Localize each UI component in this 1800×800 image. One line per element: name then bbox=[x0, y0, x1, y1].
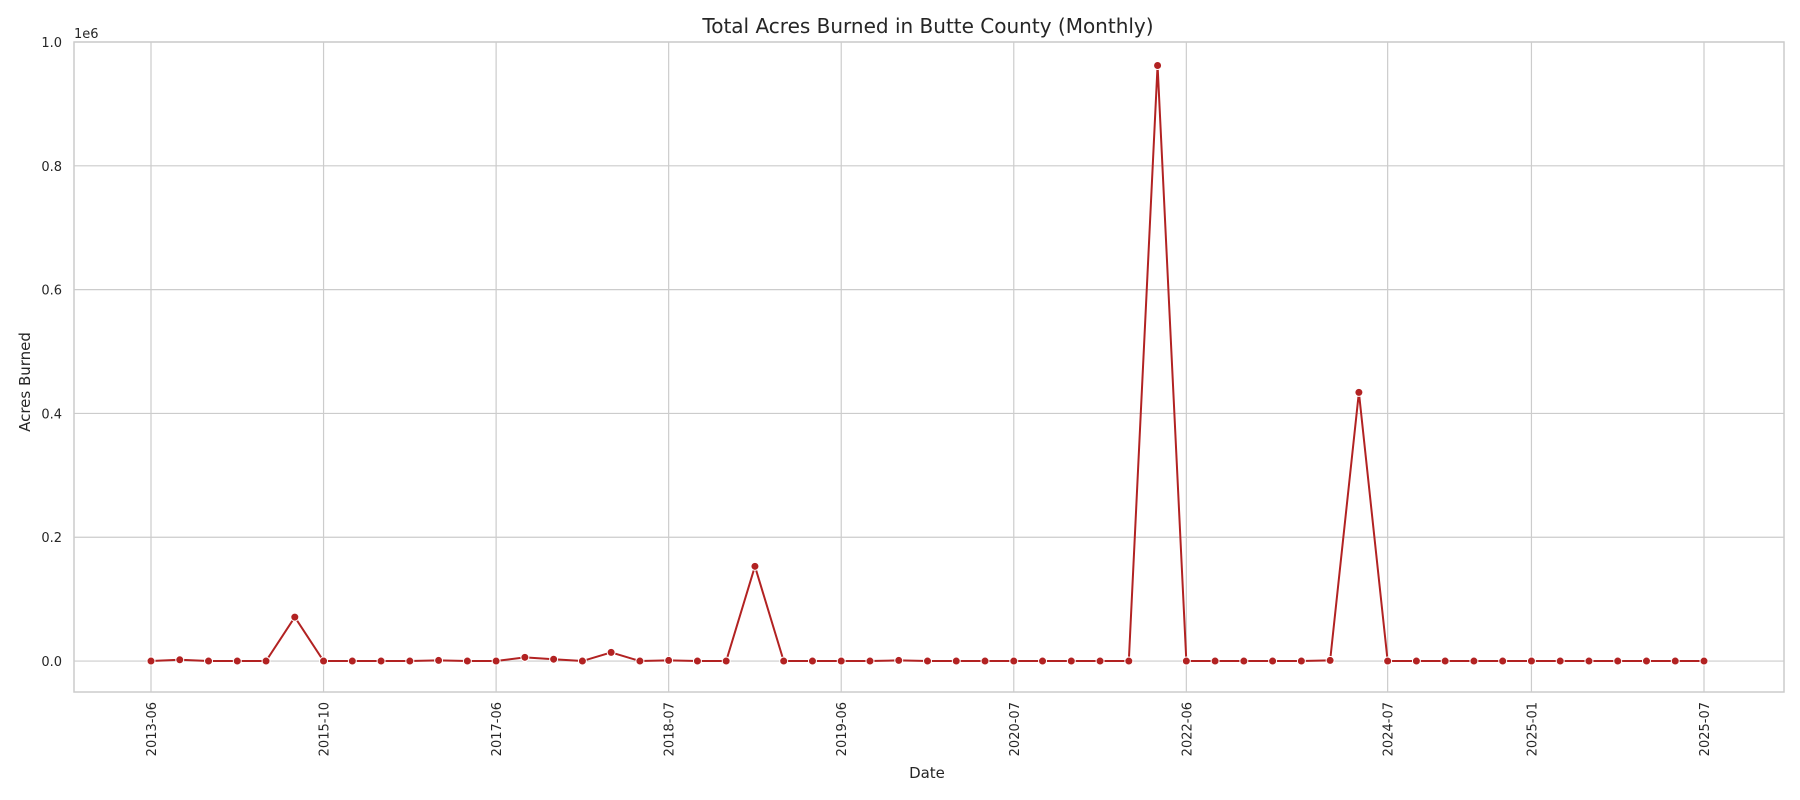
x-tick-label: 2017-06 bbox=[490, 702, 505, 756]
y-tick-label: 1.0 bbox=[41, 36, 62, 51]
x-tick-label: 2022-06 bbox=[1180, 702, 1195, 756]
data-points bbox=[146, 61, 1709, 666]
data-point bbox=[865, 656, 875, 666]
data-point bbox=[462, 656, 472, 666]
data-point bbox=[807, 656, 817, 666]
data-point bbox=[1498, 656, 1508, 666]
x-tick-label: 2013-06 bbox=[145, 702, 160, 756]
y-tick-label: 0.4 bbox=[41, 407, 62, 422]
data-point bbox=[577, 656, 587, 666]
data-point bbox=[1641, 656, 1651, 666]
x-tick-label: 2015-10 bbox=[318, 702, 333, 756]
data-point bbox=[1555, 656, 1565, 666]
data-point bbox=[1038, 656, 1048, 666]
data-point bbox=[635, 656, 645, 666]
data-point bbox=[951, 656, 961, 666]
data-point bbox=[923, 656, 932, 666]
plot-area-frame bbox=[73, 41, 1785, 693]
y-tick-label: 0.0 bbox=[41, 655, 62, 670]
data-point bbox=[606, 647, 616, 657]
data-point bbox=[1526, 656, 1536, 666]
data-point bbox=[980, 656, 990, 666]
data-point bbox=[261, 656, 271, 666]
data-point bbox=[175, 655, 185, 665]
data-point bbox=[894, 655, 904, 665]
x-gridlines bbox=[150, 42, 1705, 692]
data-point bbox=[1440, 656, 1450, 666]
data-point bbox=[1325, 655, 1335, 665]
data-point bbox=[1670, 656, 1680, 666]
y-gridlines bbox=[74, 41, 1784, 662]
data-point bbox=[232, 656, 242, 666]
y-tick-label: 0.8 bbox=[41, 160, 62, 175]
x-tick-labels: 2013-06 2015-10 2017-06 2018-07 2019-06 2020-… bbox=[145, 702, 1713, 756]
x-tick-label: 2024-07 bbox=[1382, 702, 1397, 756]
data-point bbox=[1181, 656, 1191, 666]
data-point bbox=[405, 656, 415, 666]
data-point bbox=[376, 656, 386, 666]
data-point bbox=[1584, 656, 1594, 666]
data-point bbox=[1469, 656, 1479, 666]
data-point bbox=[836, 656, 846, 666]
data-point bbox=[1411, 656, 1421, 666]
x-tick-label: 2025-01 bbox=[1525, 702, 1540, 756]
data-point bbox=[549, 654, 559, 664]
data-point bbox=[664, 655, 674, 665]
data-point bbox=[1699, 656, 1709, 666]
data-point bbox=[1095, 656, 1105, 666]
data-point bbox=[1296, 656, 1306, 666]
data-point bbox=[779, 656, 789, 666]
data-point bbox=[721, 656, 731, 666]
y-tick-label: 0.6 bbox=[41, 284, 62, 299]
data-point bbox=[1124, 656, 1134, 666]
data-point bbox=[1354, 387, 1364, 397]
x-tick-label: 2020-07 bbox=[1008, 702, 1023, 756]
y-tick-labels: 0.0 0.2 0.4 0.6 0.8 1.0 bbox=[41, 36, 62, 670]
data-point bbox=[146, 656, 156, 666]
chart-title: Total Acres Burned in Butte County (Mont… bbox=[701, 14, 1153, 38]
y-multiplier-label: 1e6 bbox=[74, 27, 99, 42]
data-point bbox=[347, 656, 357, 666]
data-point bbox=[1239, 656, 1249, 666]
y-tick-label: 0.2 bbox=[41, 531, 62, 546]
data-point bbox=[520, 652, 530, 662]
data-point bbox=[692, 656, 702, 666]
data-point bbox=[434, 655, 444, 665]
data-point bbox=[491, 656, 501, 666]
x-tick-label: 2025-07 bbox=[1698, 702, 1713, 756]
data-point bbox=[1613, 656, 1623, 666]
data-point bbox=[1066, 656, 1076, 666]
data-point bbox=[319, 656, 329, 666]
x-tick-label: 2019-06 bbox=[835, 702, 850, 756]
data-point bbox=[290, 612, 300, 622]
x-axis-title: Date bbox=[909, 764, 945, 782]
data-point bbox=[1153, 61, 1163, 71]
y-axis-title: Acres Burned bbox=[16, 332, 34, 432]
data-point bbox=[1268, 656, 1278, 666]
data-point bbox=[1210, 656, 1220, 666]
data-point bbox=[1009, 656, 1019, 666]
data-point bbox=[204, 656, 214, 666]
data-point bbox=[1383, 656, 1393, 666]
series-line bbox=[150, 65, 1704, 663]
data-point bbox=[750, 561, 760, 571]
x-tick-label: 2018-07 bbox=[663, 702, 678, 756]
